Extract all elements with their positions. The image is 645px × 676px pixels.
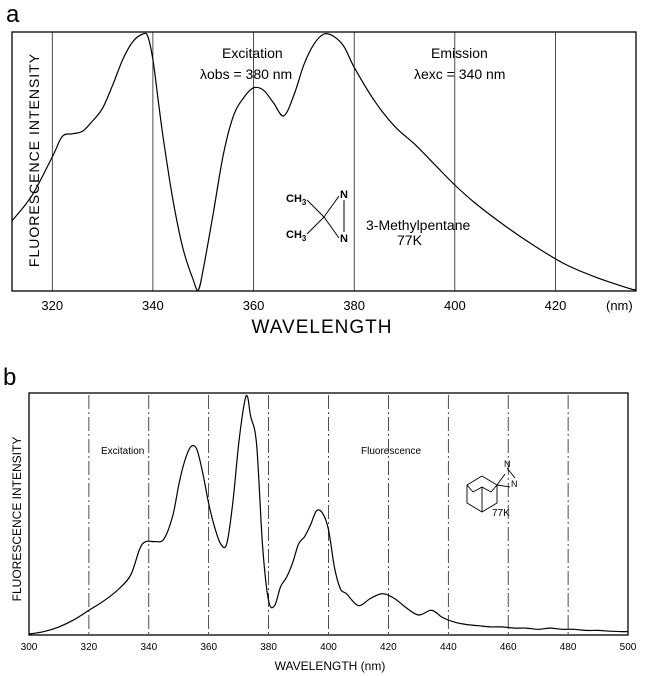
panel-b-frame xyxy=(28,392,629,636)
x-tick-label-340: 340 xyxy=(140,642,157,653)
molecule-b-nitrogen-2: N xyxy=(511,479,518,489)
molecule-nitrogen-1: N xyxy=(340,189,348,201)
x-unit-label: (nm) xyxy=(606,298,633,313)
panel-b-molecule-adamantane-diazirine: N N xyxy=(466,459,518,513)
molecule-b-nitrogen-1: N xyxy=(504,459,511,469)
diazirine-n-n-bond xyxy=(506,467,516,479)
x-tick-label-380: 380 xyxy=(260,642,277,653)
x-tick-label-440: 440 xyxy=(440,642,457,653)
molecule-methyl-1: CH3 xyxy=(286,193,307,207)
panel-a-tick-labels: 320 340 360 380 400 420 (nm) xyxy=(41,298,632,313)
panel-a-molecule-dimethyldiazirine: CH3 CH3 N N xyxy=(286,189,348,245)
x-tick-label-500: 500 xyxy=(620,642,637,653)
panel-a-solvent-label: 3-Methylpentane xyxy=(366,217,471,233)
x-tick-label-400: 400 xyxy=(444,298,466,313)
x-tick-label-420: 420 xyxy=(380,642,397,653)
x-tick-label-460: 460 xyxy=(500,642,517,653)
panel-a: a 320 340 360 380 400 420 (nm) WAVELENGTH FLUO… xyxy=(6,1,637,338)
bond-methyl-1 xyxy=(306,199,325,218)
x-tick-label-320: 320 xyxy=(41,298,63,313)
panel-b: b 300 320 340 360 380 400 420 440 460 480 500 WAVE… xyxy=(3,364,637,673)
panel-a-temperature-label: 77K xyxy=(397,232,423,248)
panel-b-letter: b xyxy=(3,364,16,391)
x-tick-label-380: 380 xyxy=(343,298,365,313)
bond-methyl-2 xyxy=(306,216,325,235)
panel-b-fluorescence-title: Fluorescence xyxy=(361,446,421,457)
molecule-methyl-2: CH3 xyxy=(286,229,307,243)
x-tick-label-360: 360 xyxy=(200,642,217,653)
bond-c-n-1 xyxy=(323,195,340,218)
panel-a-frame xyxy=(11,31,637,292)
panel-b-excitation-title: Excitation xyxy=(101,446,144,457)
panel-b-tick-labels: 300 320 340 360 380 400 420 440 460 480 500 xyxy=(21,642,637,653)
panel-a-y-axis-label: FLUORESCENCE INTENSITY xyxy=(26,53,42,267)
panel-a-grid xyxy=(51,32,556,291)
panel-a-excitation-condition: λobs = 380 nm xyxy=(200,66,292,82)
x-tick-label-480: 480 xyxy=(560,642,577,653)
x-tick-label-340: 340 xyxy=(142,298,164,313)
cage-bridges xyxy=(466,484,498,512)
x-tick-label-320: 320 xyxy=(81,642,98,653)
cage-ring xyxy=(466,475,498,513)
x-tick-label-300: 300 xyxy=(21,642,38,653)
panel-b-temperature-label: 77K xyxy=(492,508,510,519)
panel-b-y-axis-label: FLUORESCENCE INTENSITY xyxy=(10,437,24,602)
bond-c-n-2 xyxy=(323,216,340,239)
molecule-nitrogen-2: N xyxy=(340,233,348,245)
panel-a-excitation-title: Excitation xyxy=(222,45,283,61)
panel-a-emission-condition: λexc = 340 nm xyxy=(414,66,505,82)
panel-a-x-axis-label: WAVELENGTH xyxy=(252,317,393,338)
panel-a-letter: a xyxy=(6,1,20,28)
panel-a-emission-title: Emission xyxy=(431,45,488,61)
x-tick-label-360: 360 xyxy=(243,298,265,313)
x-tick-label-400: 400 xyxy=(320,642,337,653)
panel-a-series-line xyxy=(11,32,637,291)
x-tick-label-420: 420 xyxy=(545,298,567,313)
diazirine-bonds xyxy=(496,473,511,488)
panel-b-grid xyxy=(88,395,569,635)
panel-b-series-line xyxy=(28,394,629,635)
panel-b-x-axis-label: WAVELENGTH (nm) xyxy=(275,659,386,673)
